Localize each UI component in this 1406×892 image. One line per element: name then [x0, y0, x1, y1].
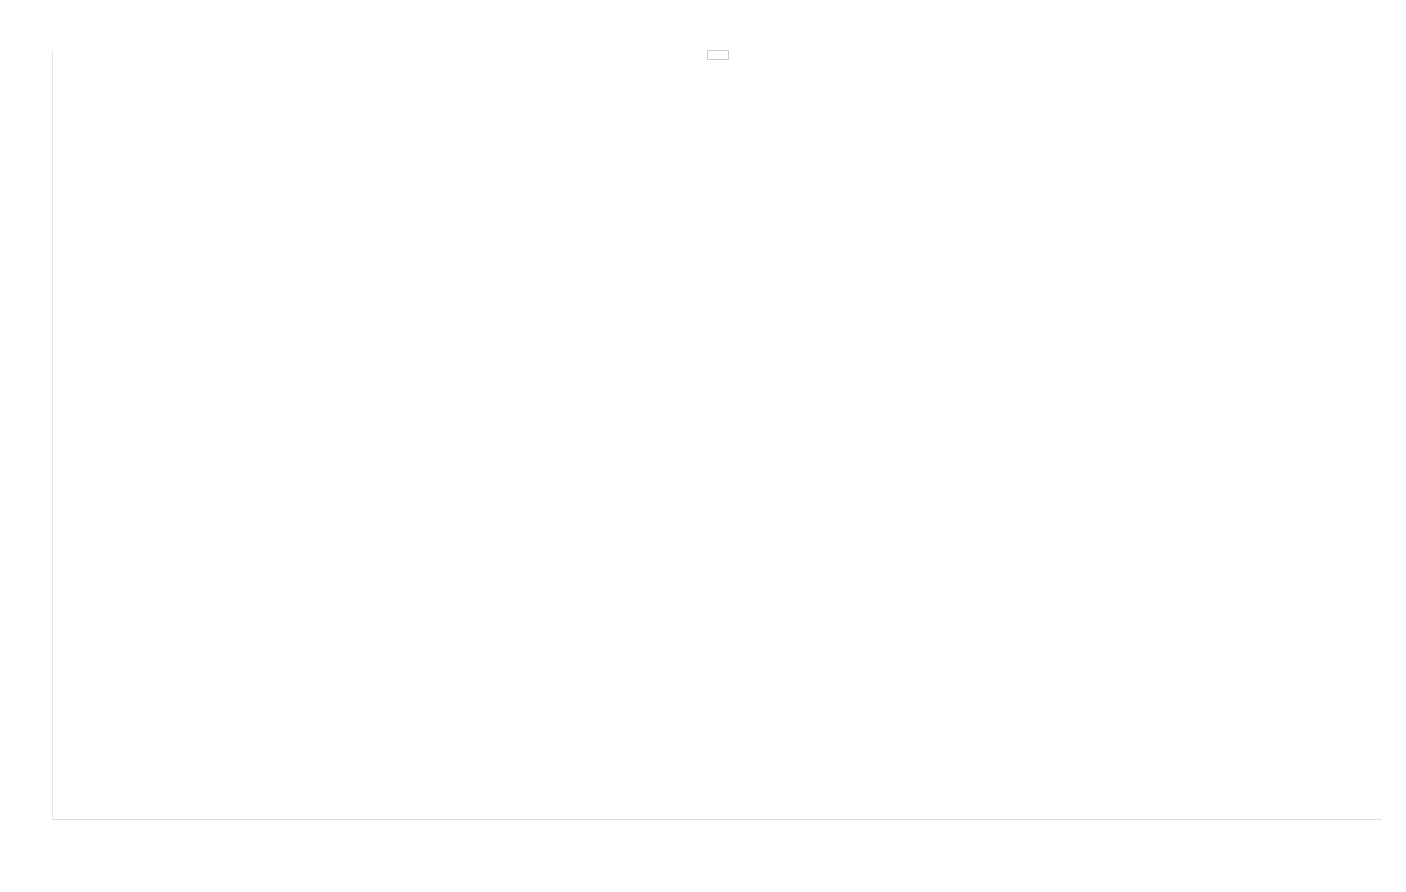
chart-header [0, 0, 1406, 16]
legend-stats [707, 50, 729, 60]
scatter-chart [52, 50, 1382, 820]
